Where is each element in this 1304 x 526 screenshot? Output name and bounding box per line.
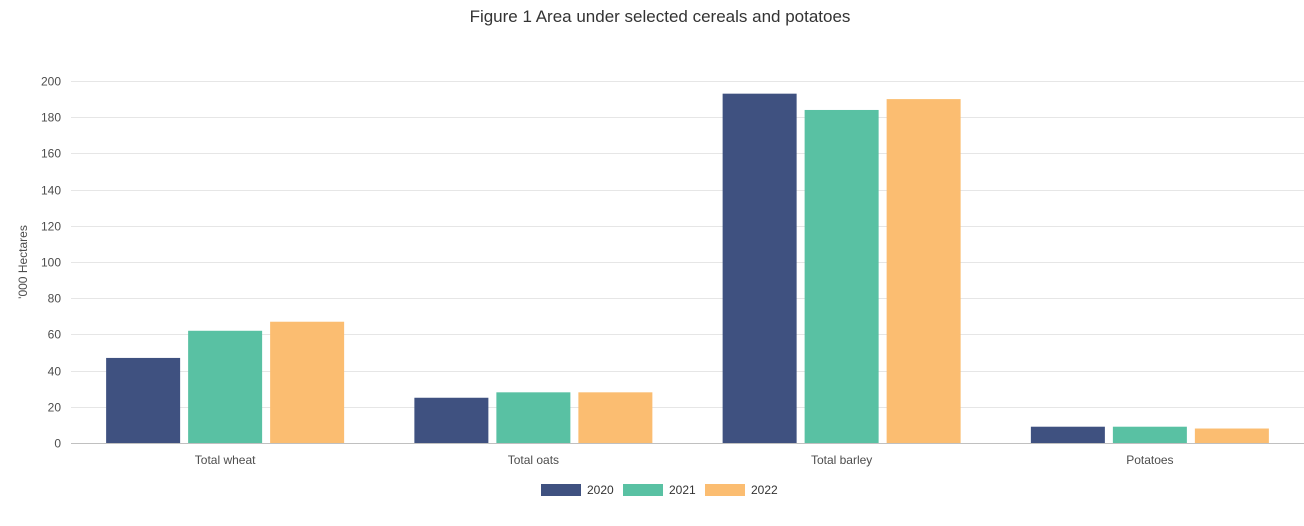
legend-item-2021[interactable]: 2021 [623,483,696,497]
y-axis-label: '000 Hectares [16,225,30,299]
bar-2020 [722,93,797,444]
bar-2020 [414,397,489,443]
y-tick-label: 180 [41,111,61,125]
bar-2021 [804,109,879,444]
y-tick-label: 40 [48,365,62,379]
x-tick-label: Total wheat [195,453,256,467]
bar-2021 [496,392,571,443]
bars [106,93,1269,444]
y-tick-label: 160 [41,147,61,161]
bar-2022 [1194,428,1269,443]
y-tick-label: 20 [48,401,62,415]
legend-label: 2021 [669,483,696,497]
y-tick-label: 100 [41,256,61,270]
bar-2020 [106,357,181,443]
legend-swatch [541,484,581,496]
y-tick-label: 200 [41,75,61,89]
bar-2022 [578,392,653,443]
chart-title: Figure 1 Area under selected cereals and… [470,7,851,26]
legend-swatch [705,484,745,496]
legend: 2020 2021 2022 [541,483,778,497]
y-axis-ticks: 0 20 40 60 80 100 120 140 160 180 200 [41,75,61,451]
bar-2020 [1030,426,1105,443]
bar-2021 [1112,426,1187,443]
bar-2021 [188,330,263,443]
x-tick-label: Total oats [508,453,559,467]
y-tick-label: 0 [54,437,61,451]
legend-label: 2022 [751,483,778,497]
x-tick-label: Potatoes [1126,453,1173,467]
legend-item-2020[interactable]: 2020 [541,483,614,497]
y-tick-label: 80 [48,292,62,306]
x-tick-label: Total barley [811,453,872,467]
x-axis-ticks: Total wheat Total oats Total barley Potatoe… [195,453,1174,467]
legend-item-2022[interactable]: 2022 [705,483,778,497]
y-tick-label: 60 [48,328,62,342]
bar-2022 [270,321,345,443]
y-tick-label: 140 [41,184,61,198]
legend-label: 2020 [587,483,614,497]
y-tick-label: 120 [41,220,61,234]
bar-2022 [886,99,961,443]
legend-swatch [623,484,663,496]
